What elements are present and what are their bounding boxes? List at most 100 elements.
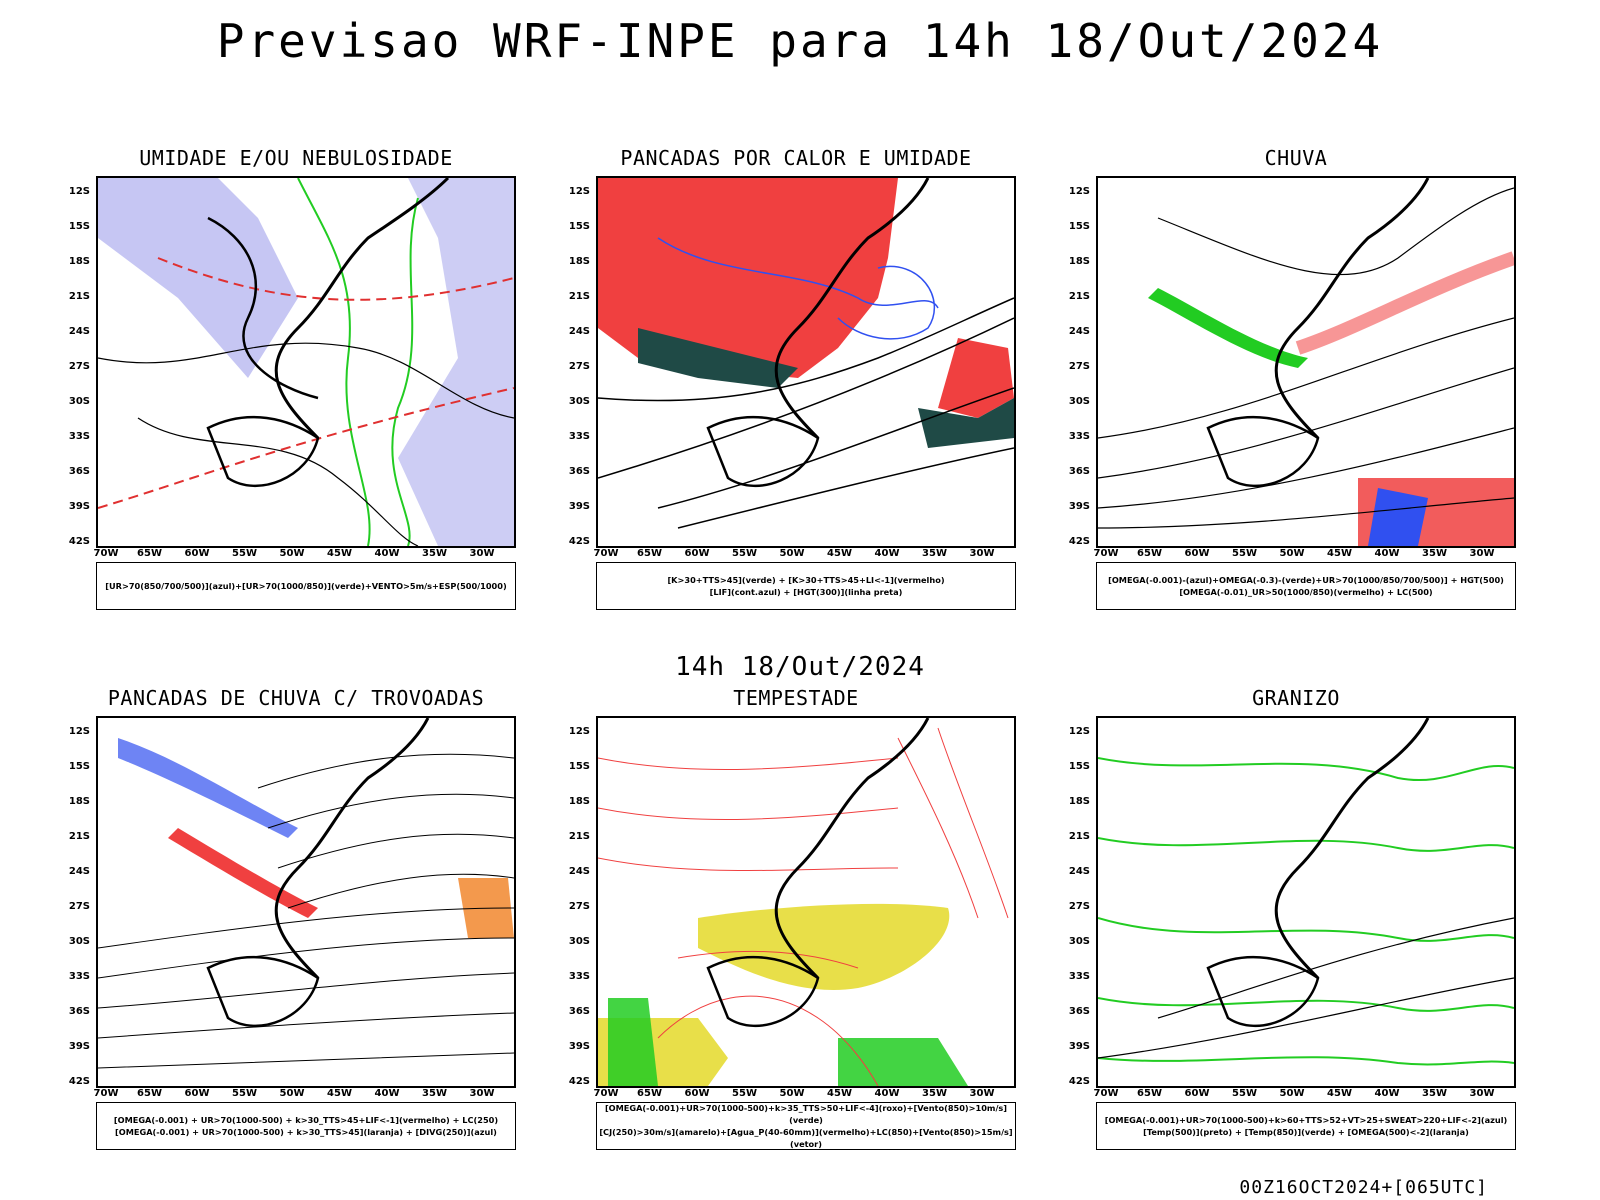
isobar [98, 342, 514, 419]
lon-tick-label: 60W [1184, 548, 1210, 559]
border [706, 415, 820, 488]
panel-title: PANCADAS POR CALOR E UMIDADE [620, 146, 972, 170]
lon-tick-label: 70W [1093, 548, 1119, 559]
lat-tick-label: 42S [568, 536, 590, 547]
legend-line: [OMEGA(-0.001)+UR>70(1000-500)+k>35_TTS>… [604, 1103, 1008, 1125]
panel-title: UMIDADE E/OU NEBULOSIDADE [139, 146, 453, 170]
lat-tick-label: 18S [568, 256, 590, 267]
lon-tick-label: 35W [422, 548, 447, 559]
lat-tick-label: 18S [1068, 796, 1090, 807]
coastline [774, 718, 930, 980]
border [207, 216, 319, 400]
lon-tick-label: 60W [1184, 1088, 1210, 1099]
lon-tick-label: 65W [637, 548, 662, 559]
lat-tick-label: 30S [568, 936, 590, 947]
legend-line: [OMEGA(-0.001)-(azul)+OMEGA(-0.3)-(verde… [1108, 575, 1504, 585]
panel-legend: [K>30+TTS>45](verde) + [K>30+TTS>45+LI<-… [596, 562, 1016, 610]
border [706, 955, 820, 1028]
lon-tick-label: 70W [1093, 1088, 1119, 1099]
green-humidity-contour-2 [391, 197, 419, 546]
lon-tick-label: 70W [93, 548, 119, 559]
lon-tick-label: 65W [1137, 1088, 1162, 1099]
lat-axis: 12S 15S 18S 21S 24S 27S 30S 33S 36S 39S 42S [1056, 176, 1094, 548]
lat-tick-label: 24S [1068, 326, 1090, 337]
hgt-contour [657, 387, 1014, 509]
panel-legend: [OMEGA(-0.001)+UR>70(1000-500)+k>35_TTS>… [596, 1102, 1016, 1150]
hgt-contour [598, 317, 1014, 479]
lat-tick-label: 36S [568, 466, 590, 477]
lat-axis: 12S 15S 18S 21S 24S 27S 30S 33S 36S 39S 42S [556, 176, 594, 548]
lat-tick-label: 42S [68, 1076, 90, 1087]
legend-line: [LIF](cont.azul) + [HGT(300)](linha pret… [709, 587, 903, 597]
lat-tick-label: 36S [68, 1006, 90, 1017]
lon-tick-label: 55W [732, 1088, 757, 1099]
lat-tick-label: 15S [68, 761, 90, 772]
lon-tick-label: 40W [874, 1088, 900, 1099]
lon-tick-label: 30W [1469, 548, 1495, 559]
lat-tick-label: 24S [68, 866, 90, 877]
lat-tick-label: 27S [1068, 901, 1090, 912]
lat-tick-label: 21S [68, 831, 90, 842]
panel-chuva: CHUVA 12S 15S 18S 21S 24S 27S 30S 33S 36S 39S 42S … [1056, 146, 1536, 636]
green-humidity-contour [297, 178, 371, 546]
lon-tick-label: 55W [1232, 548, 1257, 559]
mid-title: 14h 18/Out/2024 [675, 652, 925, 682]
lat-tick-label: 39S [1068, 501, 1090, 512]
lat-tick-label: 36S [1068, 466, 1090, 477]
lon-tick-label: 60W [684, 548, 710, 559]
lon-axis: 70W 65W 60W 55W 50W 45W 40W 35W 30W [1093, 548, 1516, 562]
lat-tick-label: 39S [568, 1041, 590, 1052]
lon-tick-label: 55W [232, 548, 257, 559]
lon-tick-label: 45W [827, 1088, 852, 1099]
lon-tick-label: 50W [279, 548, 305, 559]
lon-tick-label: 40W [1374, 548, 1400, 559]
panel-title: PANCADAS DE CHUVA C/ TROVOADAS [107, 686, 485, 710]
map-granizo [1096, 716, 1516, 1088]
red-rain-band [1295, 251, 1514, 355]
dark-green-area-east [918, 398, 1014, 448]
border [206, 955, 320, 1028]
black-temp-contours [1098, 917, 1514, 1059]
lat-tick-label: 42S [568, 1076, 590, 1087]
lat-tick-label: 15S [1068, 761, 1090, 772]
lat-tick-label: 24S [68, 326, 90, 337]
isobar [137, 417, 419, 546]
hgt-contour [1098, 427, 1514, 509]
lat-tick-label: 33S [1068, 971, 1090, 982]
lat-tick-label: 30S [68, 396, 90, 407]
blue-humidity-area-east [398, 178, 514, 546]
lon-tick-label: 40W [874, 548, 900, 559]
lat-tick-label: 30S [68, 936, 90, 947]
lon-tick-label: 40W [374, 1088, 400, 1099]
panel-umidade: UMIDADE E/OU NEBULOSIDADE 12S 15S 18S 21S 24… [56, 146, 536, 636]
lat-tick-label: 21S [68, 291, 90, 302]
lat-tick-label: 21S [1068, 831, 1090, 842]
lat-tick-label: 27S [1068, 361, 1090, 372]
lat-tick-label: 15S [568, 761, 590, 772]
lat-tick-label: 39S [68, 501, 90, 512]
lon-tick-label: 65W [137, 1088, 162, 1099]
map-pancadas-calor [596, 176, 1016, 548]
hgt-contour [598, 297, 1014, 402]
panel-legend: [OMEGA(-0.001)+UR>70(1000-500)+k>60+TTS>… [1096, 1102, 1516, 1150]
legend-line: [Temp(500)](preto) + [Temp(850)](verde) … [1143, 1127, 1469, 1137]
lat-tick-label: 33S [68, 431, 90, 442]
lon-tick-label: 70W [593, 1088, 619, 1099]
green-temp-contours [1098, 757, 1514, 1066]
lon-axis: 70W 65W 60W 55W 50W 45W 40W 35W 30W [594, 548, 1016, 562]
lon-tick-label: 65W [1137, 548, 1162, 559]
lat-tick-label: 18S [1068, 256, 1090, 267]
main-title: Previsao WRF-INPE para 14h 18/Out/2024 [216, 14, 1384, 68]
hgt-contour [1157, 187, 1514, 276]
lat-tick-label: 12S [1068, 186, 1090, 197]
border [1206, 415, 1320, 488]
lon-tick-label: 55W [1232, 1088, 1257, 1099]
lon-axis: 70W 65W 60W 55W 50W 45W 40W 35W 30W [1093, 1088, 1516, 1102]
lon-tick-label: 35W [1422, 548, 1447, 559]
lat-tick-label: 21S [568, 831, 590, 842]
yellow-jet-area [698, 903, 950, 990]
lon-axis: 70W 65W 60W 55W 50W 45W 40W 35W 30W [593, 1088, 1016, 1102]
lat-tick-label: 33S [68, 971, 90, 982]
lat-tick-label: 24S [1068, 866, 1090, 877]
lif-contour-2 [837, 265, 935, 340]
